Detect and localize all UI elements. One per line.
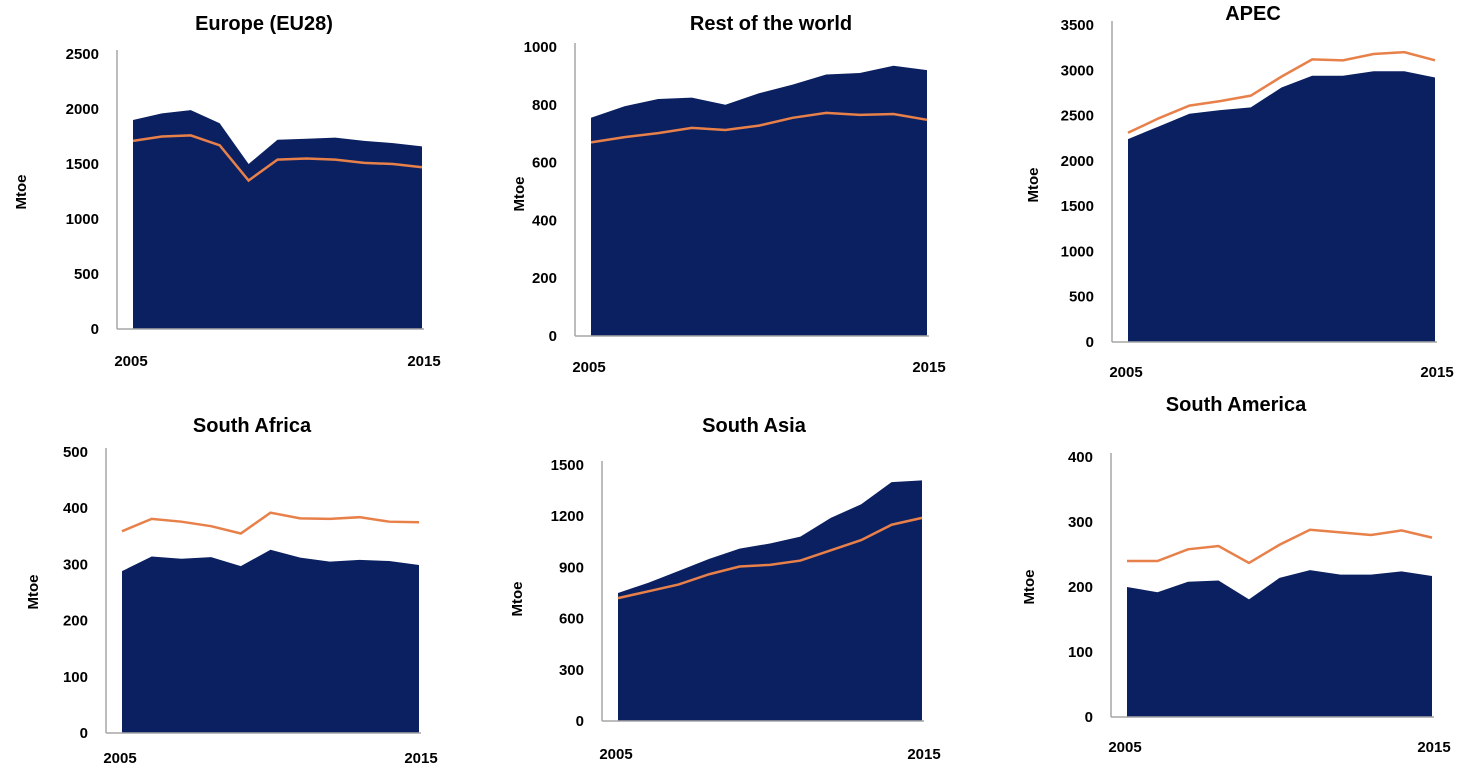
- area-series: [618, 480, 922, 721]
- area-series: [133, 110, 422, 329]
- x-tick-label: 2005: [103, 750, 136, 767]
- chart-title: Rest of the world: [690, 13, 852, 35]
- x-tick-label: 2005: [599, 746, 632, 763]
- x-tick-label: 2015: [912, 359, 945, 376]
- x-tick-label: 2015: [907, 746, 940, 763]
- chart-title: Europe (EU28): [195, 13, 333, 35]
- y-tick-label: 1000: [1061, 243, 1094, 260]
- y-tick-label: 3500: [1061, 17, 1094, 34]
- y-tick-label: 100: [63, 669, 88, 686]
- chart-panel: 0 100 200 300 400 2005 2015 South America Mtoe: [1021, 394, 1451, 756]
- y-tick-label: 0: [1086, 334, 1094, 351]
- chart-panel: 0 500 1000 1500 2000 2500 3000 3500 2005 2015 APEC…: [1025, 3, 1454, 381]
- x-tick-label: 2015: [1417, 739, 1450, 756]
- chart-title: APEC: [1225, 3, 1281, 25]
- y-tick-label: 400: [1068, 449, 1093, 466]
- y-tick-label: 500: [63, 444, 88, 461]
- y-axis-label: Mtoe: [25, 575, 42, 610]
- y-tick-label: 1000: [524, 39, 557, 56]
- chart-title: South Asia: [702, 415, 807, 437]
- x-tick-label: 2015: [1420, 364, 1453, 381]
- x-tick-label: 2005: [1108, 739, 1141, 756]
- y-tick-label: 2000: [1061, 153, 1094, 170]
- chart-panel: 0 300 600 900 1200 1500 2005 2015 South Asia Mtoe: [509, 415, 941, 763]
- y-tick-label: 900: [559, 559, 584, 576]
- y-tick-label: 300: [559, 662, 584, 679]
- y-tick-label: 0: [549, 328, 557, 345]
- y-tick-label: 400: [63, 500, 88, 517]
- area-series: [122, 549, 419, 733]
- line-series: [121, 511, 420, 535]
- y-tick-label: 0: [91, 321, 99, 338]
- y-tick-label: 1000: [66, 211, 99, 228]
- chart-title: South America: [1166, 394, 1307, 416]
- y-tick-label: 500: [1069, 289, 1094, 306]
- chart-panel: 0 100 200 300 400 500 2005 2015 South Africa Mtoe: [25, 415, 438, 767]
- y-tick-label: 500: [74, 266, 99, 283]
- y-axis-label: Mtoe: [13, 175, 30, 210]
- y-tick-label: 300: [63, 556, 88, 573]
- y-axis-label: Mtoe: [1021, 570, 1038, 605]
- area-series: [1127, 570, 1432, 717]
- line-series: [132, 134, 423, 183]
- y-tick-label: 0: [80, 725, 88, 742]
- x-tick-label: 2005: [572, 359, 605, 376]
- line-series: [617, 516, 923, 600]
- x-tick-label: 2015: [407, 353, 440, 370]
- chart-panel: 0 200 400 600 800 1000 2005 2015 Rest of the wor…: [511, 13, 946, 376]
- y-tick-label: 3000: [1061, 62, 1094, 79]
- x-tick-label: 2005: [114, 353, 147, 370]
- area-series: [1128, 71, 1435, 342]
- line-series: [1127, 528, 1433, 565]
- y-tick-label: 2500: [66, 46, 99, 63]
- y-tick-label: 400: [532, 212, 557, 229]
- y-tick-label: 600: [532, 155, 557, 172]
- x-tick-label: 2005: [1109, 364, 1142, 381]
- y-tick-label: 2500: [1061, 108, 1094, 125]
- y-axis-label: Mtoe: [509, 582, 526, 617]
- y-tick-label: 0: [1085, 709, 1093, 726]
- y-tick-label: 1500: [1061, 198, 1094, 215]
- y-tick-label: 600: [559, 611, 584, 628]
- y-axis-label: Mtoe: [511, 177, 528, 212]
- x-tick-label: 2015: [404, 750, 437, 767]
- area-series: [591, 65, 927, 336]
- y-axis-label: Mtoe: [1025, 168, 1042, 203]
- y-tick-label: 300: [1068, 514, 1093, 531]
- y-tick-label: 200: [1068, 579, 1093, 596]
- line-series: [1127, 50, 1436, 134]
- y-tick-label: 200: [63, 613, 88, 630]
- y-tick-label: 1500: [551, 457, 584, 474]
- y-tick-label: 100: [1068, 644, 1093, 661]
- line-series: [590, 111, 928, 144]
- chart-title: South Africa: [193, 415, 312, 437]
- chart-panel: 0 500 1000 1500 2000 2500 2005 2015 Europe (EU28…: [13, 13, 441, 370]
- y-tick-label: 0: [576, 713, 584, 730]
- y-tick-label: 2000: [66, 101, 99, 118]
- y-tick-label: 200: [532, 270, 557, 287]
- y-tick-label: 1200: [551, 508, 584, 525]
- y-tick-label: 800: [532, 97, 557, 114]
- y-tick-label: 1500: [66, 156, 99, 173]
